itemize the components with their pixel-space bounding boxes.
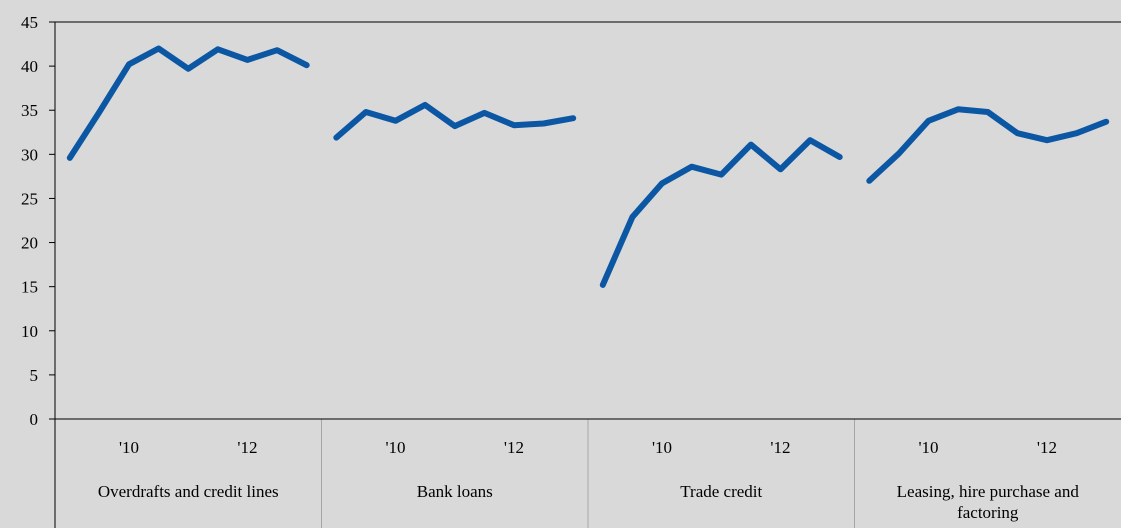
panel-label: Leasing, hire purchase and factoring — [897, 482, 1080, 522]
y-tick-label: 15 — [21, 278, 38, 297]
x-tick-label: '12 — [504, 438, 524, 457]
y-tick-label: 40 — [21, 57, 38, 76]
panel-label-line: Leasing, hire purchase and — [897, 482, 1080, 501]
series-group — [66, 45, 1110, 288]
y-tick-label: 45 — [21, 13, 38, 32]
x-axis: '10 '12 Overdrafts and credit lines '10 '12 B… — [55, 418, 1121, 522]
series-line — [66, 45, 310, 161]
x-tick-label: '10 — [652, 438, 672, 457]
y-tick-label: 25 — [21, 189, 38, 208]
x-tick-label: '12 — [1037, 438, 1057, 457]
x-tick-label: '10 — [918, 438, 938, 457]
y-tick-label: 0 — [30, 410, 39, 429]
y-tick-label: 5 — [30, 366, 39, 385]
y-tick-label: 20 — [21, 234, 38, 253]
series-line — [333, 101, 577, 141]
y-axis: 0 5 10 15 20 25 30 35 40 45 — [21, 13, 1121, 528]
x-tick-label: '10 — [385, 438, 405, 457]
panel-label: Bank loans — [417, 482, 493, 501]
y-tick-label: 10 — [21, 322, 38, 341]
panel-label-line: factoring — [957, 503, 1019, 522]
y-tick-label: 30 — [21, 145, 38, 164]
x-tick-label: '12 — [237, 438, 257, 457]
panel-label: Trade credit — [680, 482, 762, 501]
x-tick-label: '12 — [770, 438, 790, 457]
panel-separators — [321, 419, 855, 528]
panel-label: Overdrafts and credit lines — [98, 482, 279, 501]
x-tick-label: '10 — [119, 438, 139, 457]
series-line — [599, 137, 843, 288]
series-line — [866, 106, 1110, 184]
y-tick-label: 35 — [21, 101, 38, 120]
